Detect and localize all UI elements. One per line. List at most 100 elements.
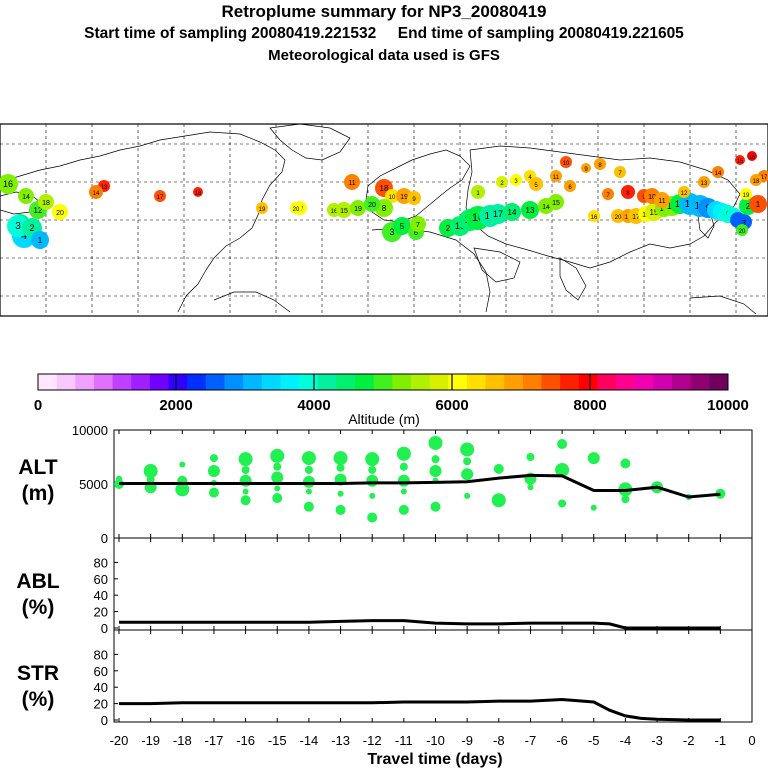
plume-circle [393, 217, 411, 235]
plume-day-label: 7 [416, 222, 420, 229]
plume-day-label: 16 [331, 209, 338, 215]
plume-day-label: 8 [598, 163, 602, 169]
plume-marker: 20 [736, 224, 748, 236]
plume-day-label: 10 [563, 161, 570, 167]
plume-circle [747, 151, 757, 161]
plume-day-label: 17 [761, 175, 768, 181]
plume-circle [614, 166, 626, 178]
colorbar-swatch [149, 374, 169, 390]
y-tick-label: 5000 [79, 477, 108, 492]
alt-scatter-point [558, 499, 567, 508]
colorbar-swatch [112, 374, 132, 390]
x-tick-label: -7 [525, 733, 537, 748]
colorbar-swatch [243, 374, 263, 390]
figure-title: Retroplume summary for NP3_20080419 [221, 2, 547, 21]
plume-marker: 18 [38, 194, 54, 210]
alt-scatter-point [207, 465, 220, 478]
plume-day-label: 11 [658, 198, 665, 205]
plume-day-label: 19 [400, 194, 408, 201]
alt-scatter-point [590, 504, 597, 511]
alt-scatter-point [175, 482, 190, 497]
plume-day-label: 14 [508, 208, 517, 217]
colorbar-swatch [634, 374, 654, 390]
arabia-coast [473, 247, 521, 283]
plume-circle [548, 194, 564, 210]
colorbar-swatch [466, 374, 486, 390]
y-tick-label: 40 [94, 588, 108, 603]
x-tick-label: -3 [651, 733, 663, 748]
plume-day-label: 15 [340, 208, 348, 215]
plume-circle [410, 216, 426, 232]
plume-day-label: 16 [3, 179, 13, 189]
alt-scatter-point [270, 448, 285, 463]
plume-circle [621, 185, 635, 199]
colorbar-swatch [672, 374, 692, 390]
x-tick-label: -17 [205, 733, 224, 748]
sampling-times: Start time of sampling 20080419.221532 E… [84, 25, 684, 42]
alt-scatter-point [179, 461, 186, 468]
alt-scatter-point [271, 471, 284, 484]
alt-scatter-point [333, 451, 348, 466]
plume-circle [193, 187, 203, 197]
plume-marker: 19 [740, 188, 752, 200]
y-tick-label: 10000 [72, 423, 108, 438]
alt-scatter-point [337, 490, 344, 497]
x-axis-title: Travel time (days) [367, 751, 502, 768]
plume-day-label: 7 [618, 171, 622, 177]
plume-day-label: 7 [606, 193, 610, 199]
plume-day-label: 2 [746, 202, 751, 211]
plume-day-label: 17 [632, 214, 640, 221]
plume-day-label: 14 [93, 191, 100, 197]
plume-day-label: 15 [737, 159, 744, 165]
plume-circle [654, 192, 670, 208]
plume-circle [385, 189, 399, 203]
colorbar-swatch [578, 374, 598, 390]
plume-marker: 19 [256, 202, 268, 214]
plume-day-label: 20 [615, 215, 622, 221]
plume-circle [560, 156, 572, 168]
colorbar-swatch [373, 374, 393, 390]
plume-circle [529, 177, 543, 191]
plume-day-label: 2 [500, 181, 504, 187]
plume-day-label: 20 [739, 229, 746, 235]
met-data-label: Meteorological data used is GFS [268, 47, 500, 64]
alt-scatter-point [336, 463, 345, 472]
x-tick-label: -12 [363, 733, 382, 748]
plume-marker: 11 [344, 174, 360, 190]
colorbar-swatch [541, 374, 561, 390]
y-tick-label: 0 [101, 621, 108, 636]
plume-day-label: 5 [400, 222, 405, 231]
alt-scatter-point [396, 446, 411, 461]
alt-scatter-point [305, 488, 312, 495]
plume-day-label: 3 [389, 227, 394, 237]
alt-scatter-point [555, 462, 570, 477]
y-tick-label: 20 [94, 697, 108, 712]
alt-scatter-point [587, 452, 600, 465]
plume-day-label: 6 [414, 230, 418, 237]
plume-day-label: 18 [42, 200, 50, 207]
plume-marker: 1 [749, 195, 767, 213]
alt-scatter-point [304, 465, 313, 474]
y-tick-label: 20 [94, 605, 108, 620]
plume-marker: 14 [89, 185, 103, 199]
plume-day-label: 20 [368, 202, 376, 209]
plume-marker: 9 [581, 163, 591, 173]
colorbar-axis-label: Altitude (m) [348, 411, 420, 427]
alt-scatter-point [464, 492, 471, 499]
colorbar-tick-label: 4000 [297, 397, 330, 414]
plume-day-label: 11 [348, 180, 355, 187]
colorbar-swatch [56, 374, 76, 390]
x-tick-label: 0 [748, 733, 755, 748]
plume-day-label: 9 [412, 197, 416, 203]
plume-circle [550, 170, 562, 182]
alt-scatter-point [273, 462, 282, 471]
colorbar-swatch [504, 374, 524, 390]
colorbar-swatch [410, 374, 431, 390]
plume-day-label: 1 [756, 200, 761, 209]
plume-day-label: 12 [34, 206, 43, 215]
colorbar-swatch [336, 374, 356, 390]
x-tick-label: -13 [331, 733, 350, 748]
alt-scatter-point [240, 495, 251, 506]
asia-coast [465, 145, 741, 269]
plume-day-label: 17 [157, 195, 164, 201]
